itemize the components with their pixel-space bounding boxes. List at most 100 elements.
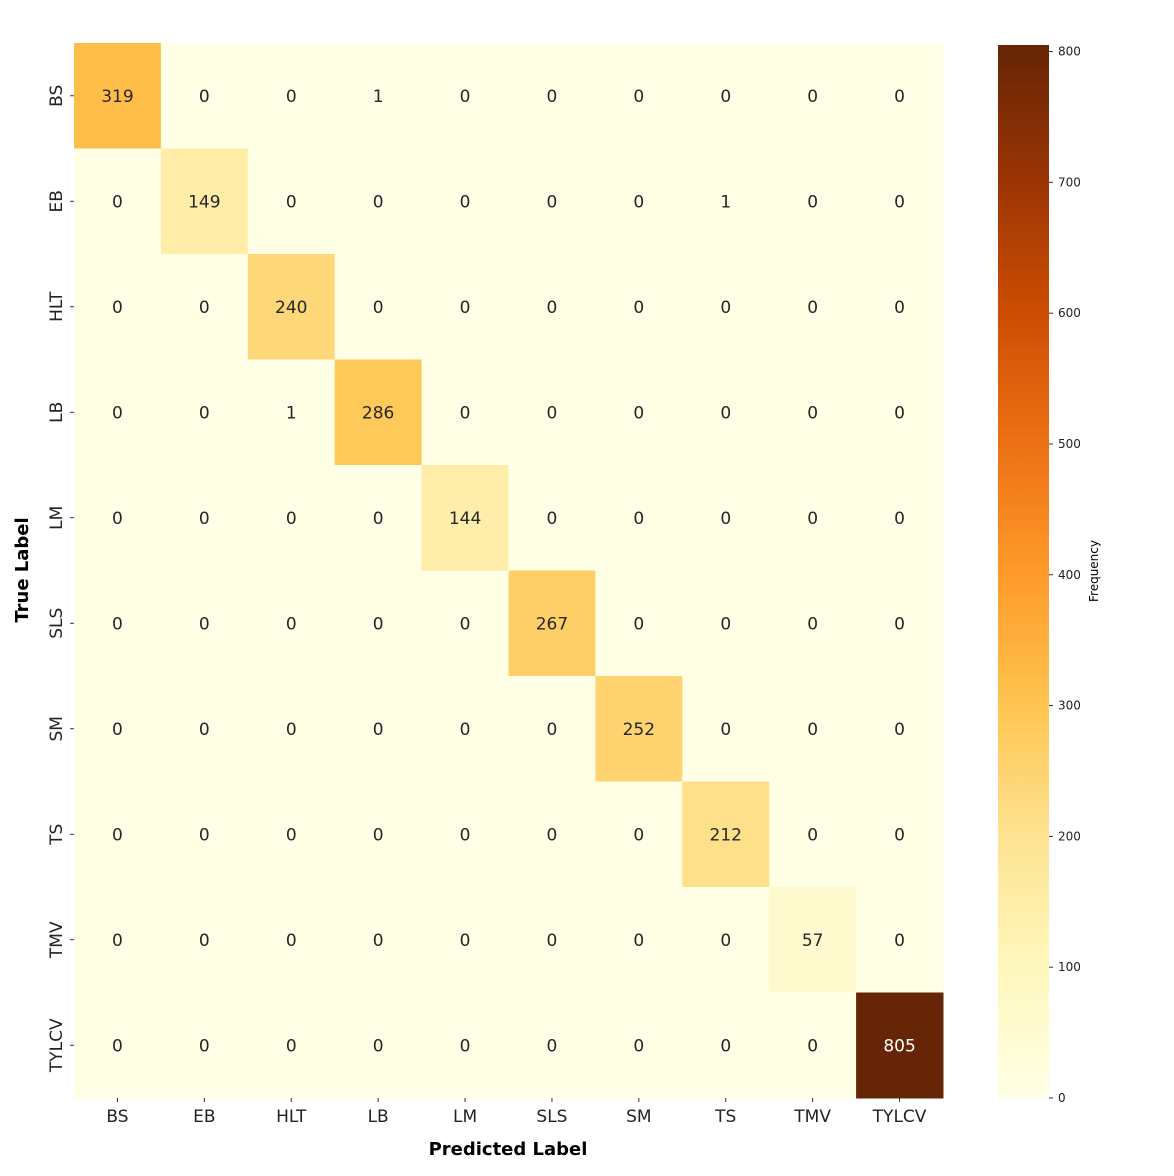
cell-value-label: 0 (286, 192, 297, 212)
heatmap-cell (769, 359, 857, 466)
heatmap-cell (160, 43, 249, 149)
heatmap-cell (421, 570, 509, 677)
heatmap-cell (334, 359, 423, 466)
heatmap-cell (769, 887, 857, 993)
x-tick-label: LM (453, 1107, 477, 1127)
heatmap-cell (856, 465, 944, 571)
cell-value-label: 0 (720, 931, 731, 951)
heatmap-cell (769, 43, 857, 149)
cell-value-label: 0 (807, 614, 818, 634)
cell-value-label: 0 (460, 931, 471, 951)
cell-value-label: 0 (460, 87, 471, 107)
heatmap-cell (682, 359, 770, 466)
cell-value-label: 0 (286, 720, 297, 740)
heatmap-cell (421, 992, 509, 1099)
heatmap-cell (74, 992, 162, 1099)
cell-value-label: 286 (362, 403, 394, 423)
y-tick-label: TMV (47, 921, 67, 959)
heatmap-cell (595, 359, 683, 466)
x-tick-label: BS (106, 1107, 128, 1127)
heatmap-cell (856, 570, 944, 677)
heatmap-cell (160, 359, 249, 466)
colorbar-label: Frequency (1087, 540, 1101, 602)
cell-value-label: 0 (373, 1036, 384, 1056)
heatmap-cell (334, 465, 423, 571)
heatmap-cell (421, 359, 509, 466)
heatmap-cell (595, 465, 683, 571)
heatmap-cell (595, 43, 683, 149)
y-tick-label: SM (47, 716, 67, 741)
heatmap-cell (682, 465, 770, 571)
cell-value-label: 0 (633, 825, 644, 845)
cell-value-label: 0 (112, 509, 123, 529)
y-tick-label: HLT (47, 291, 67, 322)
heatmap-cell (856, 359, 944, 466)
cell-value-label: 0 (286, 825, 297, 845)
heatmap-cell (682, 992, 770, 1099)
heatmap-cell (508, 148, 596, 255)
x-tick-label: SLS (536, 1107, 567, 1127)
heatmap-cell (856, 148, 944, 255)
heatmap-cell (247, 148, 336, 255)
heatmap-cell (682, 676, 770, 782)
heatmap-cell (160, 887, 249, 993)
heatmap-cell (508, 570, 596, 677)
heatmap-cell (74, 359, 162, 466)
heatmap-cell (247, 570, 336, 677)
cell-value-label: 0 (547, 87, 558, 107)
cell-value-label: 0 (199, 614, 210, 634)
heatmap-cell (769, 676, 857, 782)
x-tick-label: SM (626, 1107, 651, 1127)
cell-value-label: 0 (894, 192, 905, 212)
cell-value-label: 0 (286, 614, 297, 634)
heatmap-cell (682, 254, 770, 360)
cell-value-label: 319 (101, 87, 133, 107)
x-tick-label: TMV (793, 1107, 831, 1127)
cell-value-label: 240 (275, 298, 307, 318)
heatmap-cell (595, 992, 683, 1099)
cell-value-label: 0 (460, 825, 471, 845)
heatmap-cell (769, 992, 857, 1099)
heatmap-cell (74, 781, 162, 888)
heatmap-cell (421, 887, 509, 993)
heatmap-cell (508, 992, 596, 1099)
heatmap-cell (74, 465, 162, 571)
cell-value-label: 0 (633, 192, 644, 212)
cell-value-label: 0 (547, 720, 558, 740)
heatmap-cell (247, 254, 336, 360)
heatmap-cell (74, 887, 162, 993)
colorbar-tick-label: 200 (1058, 829, 1081, 843)
cell-value-label: 0 (112, 931, 123, 951)
heatmap-cell (334, 148, 423, 255)
cell-value-label: 0 (547, 298, 558, 318)
cell-value-label: 0 (894, 87, 905, 107)
cell-value-label: 0 (633, 509, 644, 529)
x-tick-label: TYLCV (872, 1107, 927, 1127)
cell-value-label: 0 (633, 87, 644, 107)
heatmap-cell (856, 781, 944, 888)
heatmap-cell (769, 465, 857, 571)
heatmap-cell (769, 254, 857, 360)
cell-value-label: 0 (547, 931, 558, 951)
heatmap-cell (74, 148, 162, 255)
cell-value-label: 0 (720, 720, 731, 740)
heatmap-cell (856, 254, 944, 360)
heatmap-cell (160, 992, 249, 1099)
cell-value-label: 0 (807, 87, 818, 107)
heatmap-cell (334, 676, 423, 782)
cell-value-label: 0 (894, 509, 905, 529)
cell-value-label: 0 (807, 509, 818, 529)
x-axis-label: Predicted Label (429, 1139, 588, 1160)
cell-value-label: 0 (633, 403, 644, 423)
heatmap-cell (421, 676, 509, 782)
colorbar-tick-label: 300 (1058, 699, 1081, 713)
cell-value-label: 0 (286, 1036, 297, 1056)
cell-value-label: 0 (807, 298, 818, 318)
cell-value-label: 0 (460, 1036, 471, 1056)
heatmap-cell (595, 676, 683, 782)
colorbar-tick-label: 700 (1058, 175, 1081, 189)
cell-value-label: 0 (199, 509, 210, 529)
cell-value-label: 0 (373, 931, 384, 951)
cell-value-label: 267 (536, 614, 568, 634)
colorbar-tick-label: 500 (1058, 437, 1081, 451)
